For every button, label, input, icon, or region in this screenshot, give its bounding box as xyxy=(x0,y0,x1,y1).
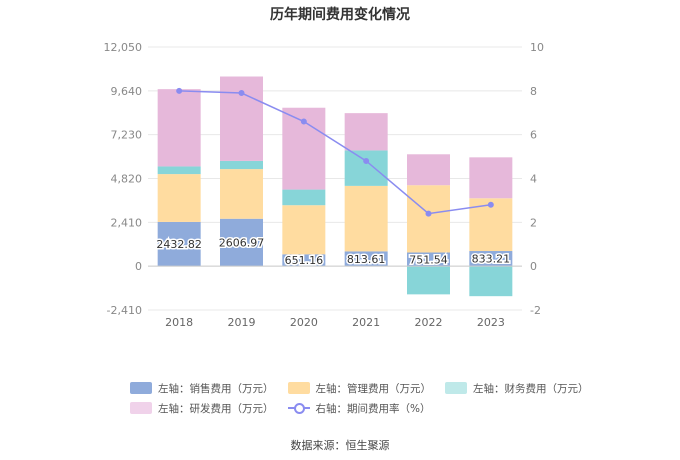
legend-line-marker-icon xyxy=(287,402,310,414)
chart-title: 历年期间费用变化情况 xyxy=(270,7,410,23)
x-tick-label: 2021 xyxy=(352,316,380,329)
bar-segment xyxy=(220,218,263,267)
rate-point xyxy=(238,90,245,97)
y-right-tick-label: 4 xyxy=(530,173,537,186)
y-left-tick-label: 4,820 xyxy=(111,173,143,186)
rate-line xyxy=(179,90,491,215)
y-right-tick-label: 10 xyxy=(530,41,544,54)
legend-row: 左轴：研发费用（万元） 右轴：期间费用率（%） xyxy=(130,398,570,418)
legend-row: 左轴：销售费用（万元） 左轴：管理费用（万元） 左轴：财务费用（万元） xyxy=(130,378,589,398)
bar-segment xyxy=(344,251,388,267)
rate-point xyxy=(487,201,494,208)
legend-item-sales[interactable]: 左轴：销售费用（万元） xyxy=(130,381,274,396)
y-left-tick-label: 12,050 xyxy=(104,41,143,54)
bar-segment xyxy=(469,266,513,297)
legend-swatch-rnd xyxy=(130,402,152,414)
legend-label-finance: 左轴：财务费用（万元） xyxy=(473,382,589,395)
x-tick-label: 2022 xyxy=(415,316,443,329)
data-source: 数据来源：恒生聚源 xyxy=(290,439,390,452)
bar-segment xyxy=(220,169,263,219)
rate-point xyxy=(363,157,370,164)
bar-segment xyxy=(282,254,326,267)
x-tick-label: 2020 xyxy=(290,316,318,329)
y-right-tick-label: -2 xyxy=(530,304,541,317)
y-right-tick-label: 8 xyxy=(530,85,537,98)
bar-segment xyxy=(220,160,263,170)
bar-segment xyxy=(282,205,326,255)
bar-segment xyxy=(407,185,450,253)
legend-label-sales: 左轴：销售费用（万元） xyxy=(158,382,274,395)
y-left-tick-label: 0 xyxy=(135,260,142,273)
legend-item-rnd[interactable]: 左轴：研发费用（万元） xyxy=(130,401,274,416)
bar-data-label: 651.16 xyxy=(285,254,324,267)
x-tick-label: 2023 xyxy=(477,316,505,329)
bar-data-label: 2606.97 xyxy=(219,236,265,249)
x-tick-label: 2018 xyxy=(165,316,193,329)
y-left-tick-label: -2,410 xyxy=(107,304,142,317)
rate-point xyxy=(300,118,307,125)
legend-label-rate: 右轴：期间费用率（%） xyxy=(315,402,431,415)
legend-swatch-sales xyxy=(130,382,152,394)
bar-segment xyxy=(220,76,263,161)
bar-segment xyxy=(157,89,201,167)
y-left-tick-label: 7,230 xyxy=(111,129,143,142)
legend-item-admin[interactable]: 左轴：管理费用（万元） xyxy=(287,381,432,396)
bar-segment xyxy=(157,221,201,267)
y-left-tick-label: 2,410 xyxy=(111,216,143,229)
legend-swatch-admin xyxy=(287,382,310,394)
legend: 左轴：销售费用（万元） 左轴：管理费用（万元） 左轴：财务费用（万元） 左轴：研… xyxy=(130,378,589,418)
bar-segment xyxy=(344,150,388,186)
legend-label-admin: 左轴：管理费用（万元） xyxy=(315,382,432,395)
bar-segment xyxy=(344,113,388,151)
bar-data-label: 2432.82 xyxy=(156,238,202,251)
y-left-tick-label: 9,640 xyxy=(111,85,143,98)
x-tick-label: 2019 xyxy=(228,316,256,329)
bar-data-label: 751.54 xyxy=(409,253,448,266)
y-right-tick-label: 0 xyxy=(530,260,537,273)
bar-segment xyxy=(344,185,388,252)
bar-segment xyxy=(469,157,513,199)
rate-point xyxy=(425,210,432,217)
rate-point xyxy=(176,87,183,94)
bar-data-label: 813.61 xyxy=(347,253,386,266)
bar-segment xyxy=(407,252,450,267)
legend-label-rnd: 左轴：研发费用（万元） xyxy=(158,402,274,415)
legend-item-rate[interactable]: 右轴：期间费用率（%） xyxy=(287,401,431,416)
bar-segment xyxy=(157,166,201,175)
legend-item-finance[interactable]: 左轴：财务费用（万元） xyxy=(445,381,589,396)
bar-segment xyxy=(282,189,326,206)
bar-segment xyxy=(469,251,513,267)
bar-data-label: 833.21 xyxy=(472,253,511,266)
bar-segment xyxy=(407,266,450,295)
y-right-tick-label: 2 xyxy=(530,216,537,229)
bar-segment xyxy=(157,174,201,222)
y-right-tick-label: 6 xyxy=(530,129,537,142)
legend-swatch-finance xyxy=(445,382,467,394)
bar-segment xyxy=(407,154,450,186)
